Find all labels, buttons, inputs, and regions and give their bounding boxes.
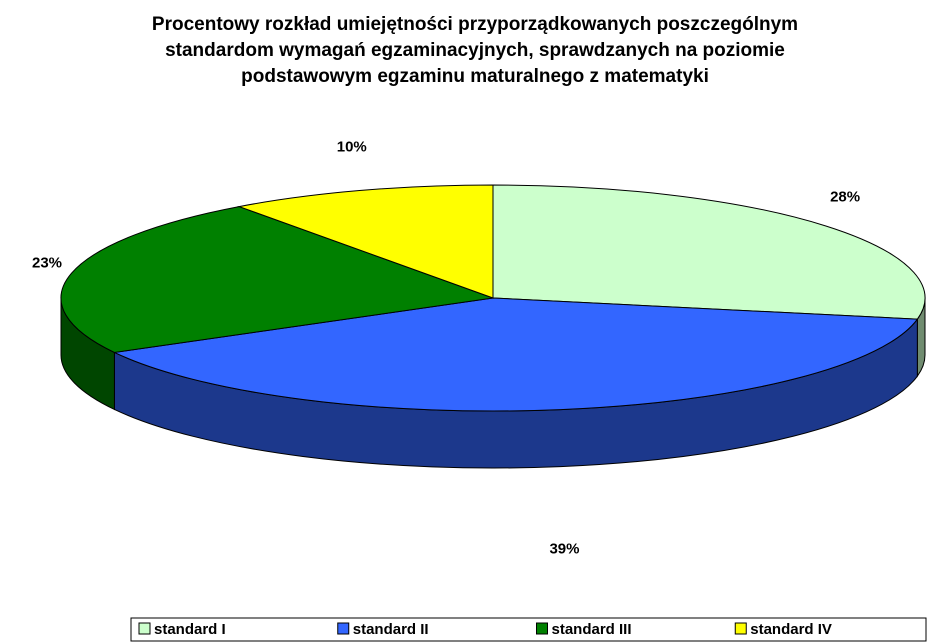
chart-title: Procentowy rozkład umiejętności przyporz… bbox=[151, 14, 799, 87]
slice bbox=[112, 297, 919, 412]
legend-swatch bbox=[734, 622, 747, 635]
legend-label: standard I bbox=[154, 621, 226, 638]
data-label: 28% bbox=[830, 188, 860, 205]
slice bbox=[492, 184, 926, 320]
legend-swatch bbox=[138, 622, 151, 635]
legend-swatch bbox=[337, 622, 350, 635]
data-label: 23% bbox=[32, 255, 62, 272]
legend-box bbox=[130, 617, 927, 642]
legend-swatch bbox=[536, 622, 548, 635]
slice bbox=[60, 206, 494, 353]
data-label: 10% bbox=[337, 139, 367, 156]
data-label: 39% bbox=[549, 541, 579, 558]
slice bbox=[237, 184, 494, 299]
legend-label: standard III bbox=[552, 621, 632, 638]
legend-label: standard IV bbox=[750, 621, 832, 638]
legend-label: standard II bbox=[353, 621, 429, 638]
